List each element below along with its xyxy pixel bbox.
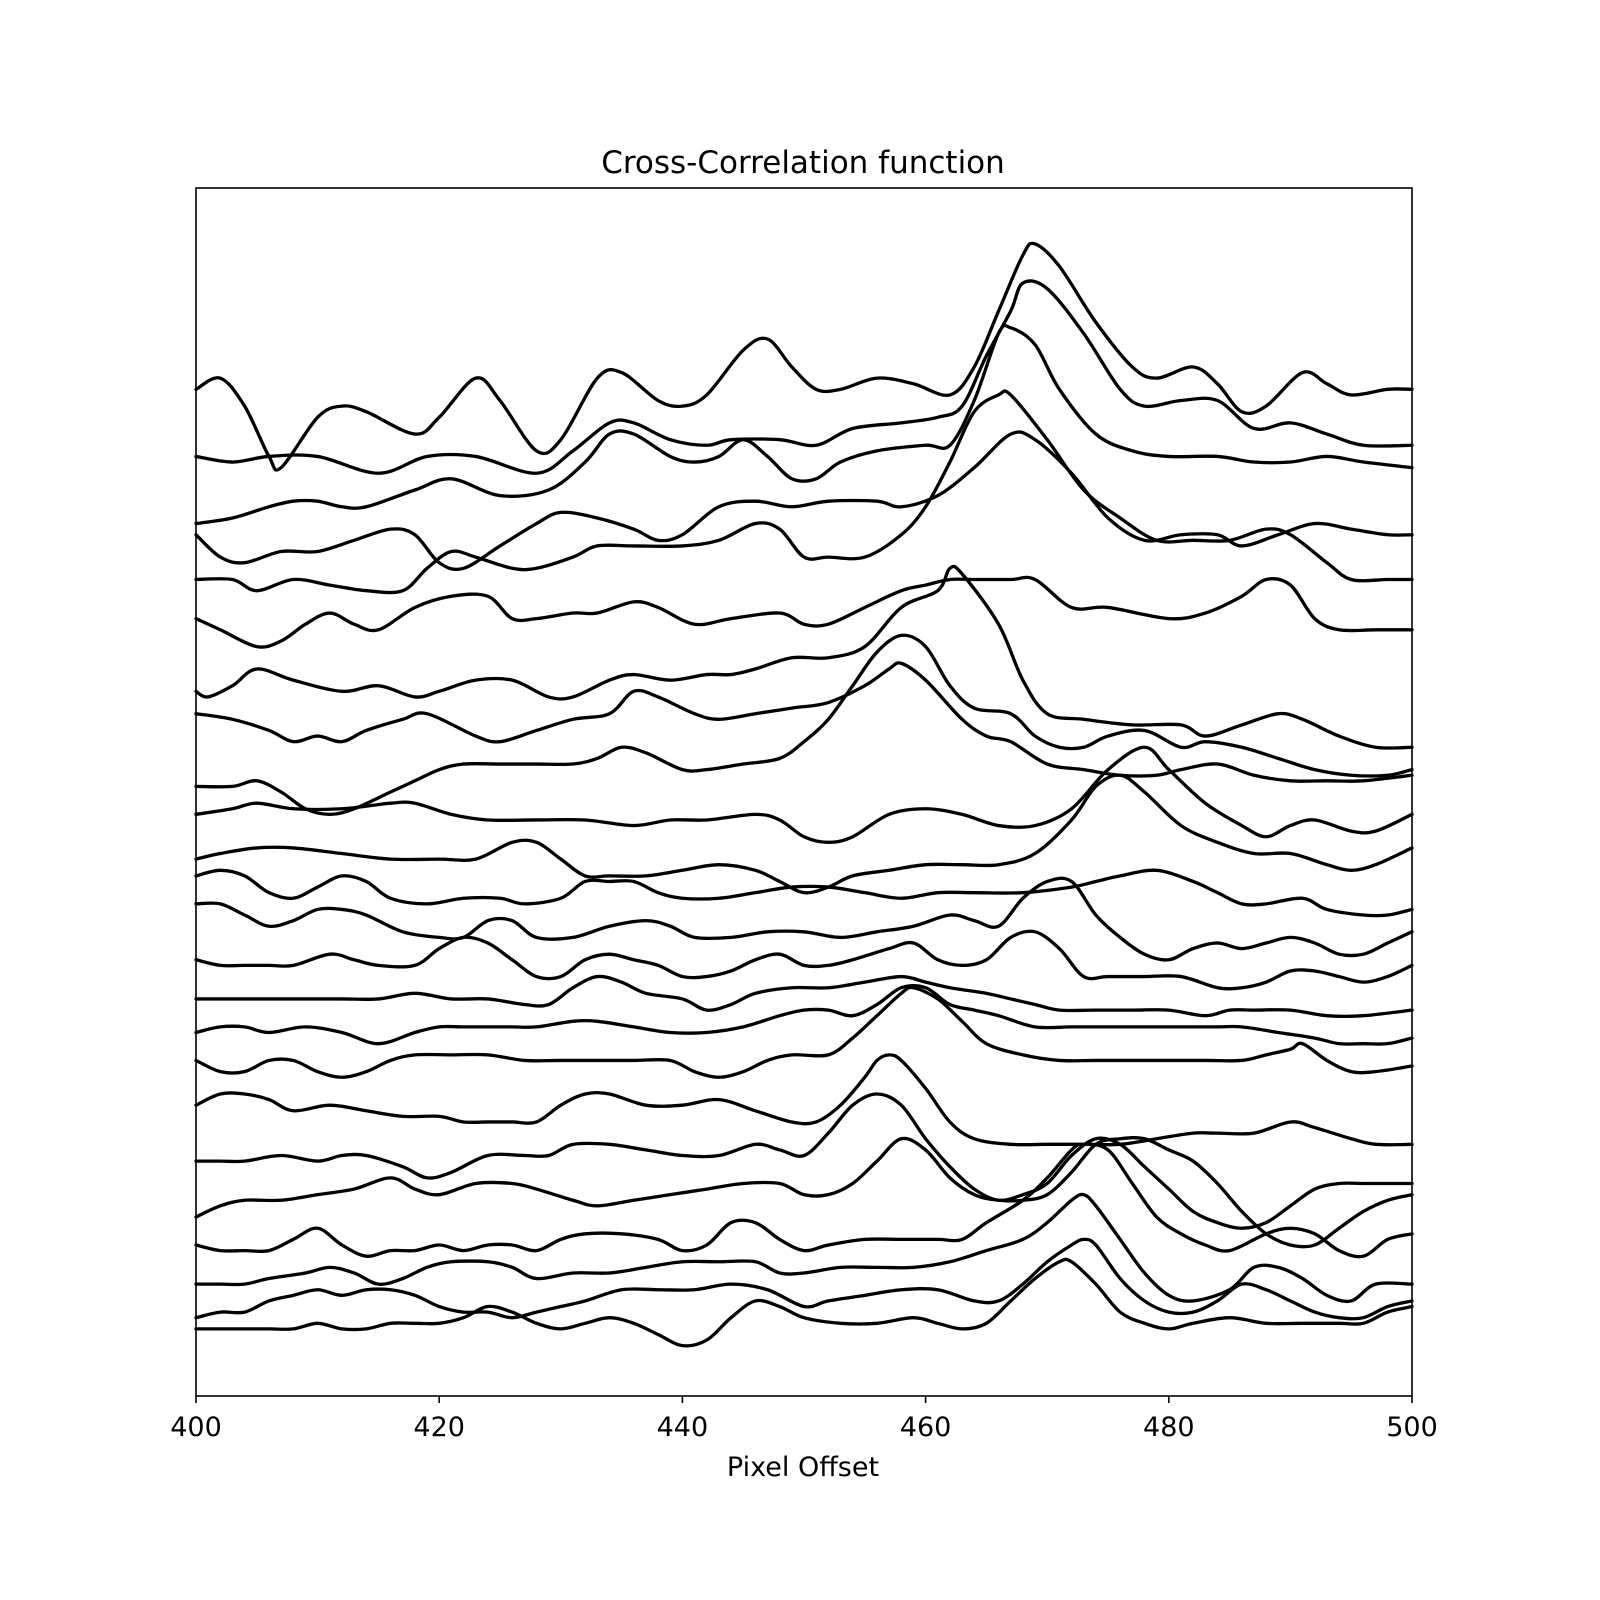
trace-line-22 (194, 1192, 1414, 1304)
trace-line-17 (194, 985, 1414, 1079)
trace-line-8 (194, 661, 1414, 783)
trace-line-2 (194, 279, 1414, 475)
correlation-traces (194, 241, 1414, 1348)
trace-line-12 (194, 868, 1414, 918)
plot-frame (195, 187, 1413, 1397)
x-tick-label-480: 480 (1143, 1412, 1195, 1443)
chart-title: Cross-Correlation function (601, 145, 1005, 181)
trace-line-4 (194, 430, 1414, 572)
trace-line-14 (194, 929, 1414, 991)
trace-line-23 (194, 1237, 1414, 1321)
x-tick-label-460: 460 (900, 1412, 952, 1443)
trace-line-3 (194, 323, 1414, 526)
trace-line-18 (194, 1053, 1414, 1147)
trace-line-13 (194, 876, 1414, 962)
trace-line-5 (194, 389, 1414, 595)
x-tick-label-420: 420 (413, 1412, 465, 1443)
trace-line-15 (194, 974, 1414, 1019)
trace-line-21 (194, 1142, 1414, 1259)
trace-line-11 (194, 773, 1414, 895)
x-tick-label-500: 500 (1386, 1412, 1438, 1443)
x-tick-label-400: 400 (170, 1412, 222, 1443)
trace-line-10 (194, 745, 1414, 844)
x-axis-label: Pixel Offset (727, 1452, 879, 1483)
trace-line-24 (194, 1257, 1414, 1348)
trace-line-19 (194, 1092, 1414, 1230)
trace-line-20 (194, 1136, 1414, 1249)
trace-line-1 (194, 241, 1414, 472)
trace-line-16 (194, 983, 1414, 1046)
x-tick-label-440: 440 (657, 1412, 709, 1443)
trace-line-7 (194, 564, 1414, 750)
trace-line-9 (194, 633, 1414, 817)
trace-line-6 (194, 575, 1414, 649)
x-axis: 400 420 440 460 480 500 (170, 1396, 1438, 1443)
